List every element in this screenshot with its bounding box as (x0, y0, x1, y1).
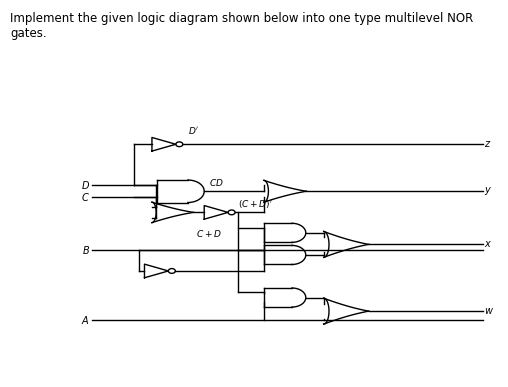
Text: $D$: $D$ (81, 179, 90, 191)
Text: $CD$: $CD$ (209, 177, 224, 188)
Text: $D'$: $D'$ (188, 125, 199, 136)
Text: $z$: $z$ (485, 139, 492, 149)
Text: Implement the given logic diagram shown below into one type multilevel NOR gates: Implement the given logic diagram shown … (10, 12, 473, 39)
Text: $y$: $y$ (485, 185, 493, 197)
Text: $C$: $C$ (81, 191, 90, 203)
Text: $C + D$: $C + D$ (196, 228, 222, 239)
Text: $B$: $B$ (82, 244, 90, 256)
Text: $w$: $w$ (485, 306, 494, 316)
Text: $A$: $A$ (81, 313, 90, 326)
Text: $x$: $x$ (485, 240, 493, 249)
Text: $(C + D)'$: $(C + D)'$ (238, 198, 273, 210)
